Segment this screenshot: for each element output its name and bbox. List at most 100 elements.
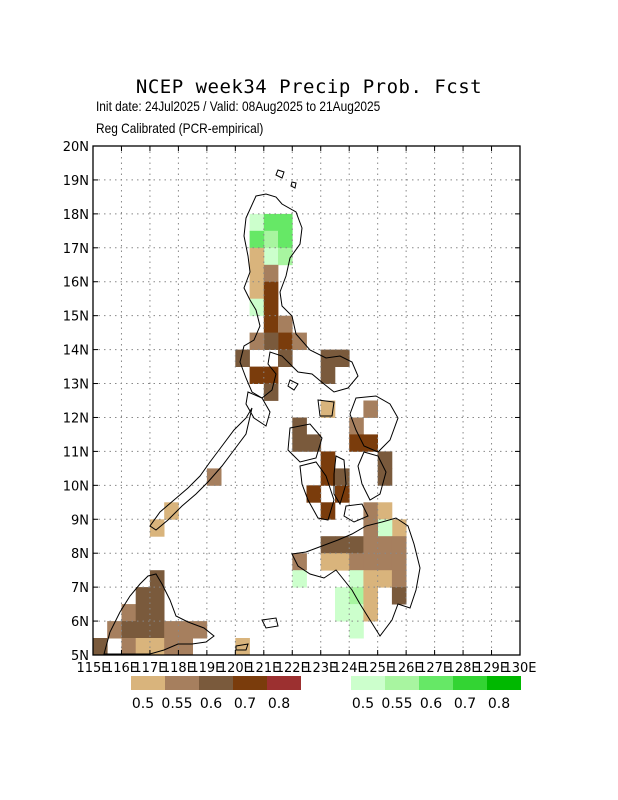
init-valid-subtitle: Init date: 24Jul2025 / Valid: 08Aug2025 … [96,98,381,114]
coastline-samar [349,395,399,453]
prob-cell [335,553,350,571]
lon-label: 115E [76,661,109,676]
prob-cell [320,468,336,486]
prob-cell [335,587,350,605]
coastline-masbate [317,399,335,417]
lon-label: 127E [418,661,451,676]
prob-cell [149,604,165,622]
prob-cell [377,519,393,537]
prob-cell [391,519,407,537]
prob-cell [235,638,250,656]
prob-cell [149,587,165,605]
prob-cell [335,349,350,367]
prob-cell [263,213,279,232]
lon-label: 116E [105,661,138,676]
prob-cell [249,298,265,317]
lon-label: 122E [276,661,309,676]
coastline-palawan [149,407,253,531]
map-frame [92,145,521,656]
prob-cell [135,621,151,639]
prob-cell [363,536,378,554]
coastline-basilan [261,617,279,629]
coastline-borneo [103,573,215,655]
legend-swatch [487,676,521,690]
prob-cell [178,621,193,639]
lat-label: 13N [63,378,89,393]
prob-cell [249,247,265,266]
legend-label: 0.55 [381,696,412,712]
prob-cell [235,349,250,367]
prob-cell [335,604,350,622]
legend-swatch [419,676,453,690]
prob-cell [306,485,322,503]
prob-cell [349,536,364,554]
legend-label: 0.8 [268,696,290,712]
prob-cell [149,621,165,639]
prob-cell [349,553,364,571]
prob-cell [363,553,378,571]
lon-label: 126E [390,661,423,676]
legend-label: 0.6 [420,696,442,712]
prob-cell [263,247,279,266]
prob-cell [391,536,407,554]
legend-swatch [233,676,267,690]
coastline-luzon [239,193,359,399]
lon-label: 121E [247,661,280,676]
longitude-labels: 115E116E117E118E119E120E121E122E123E124E… [76,661,536,676]
prob-cell [377,502,393,520]
prob-cell [278,247,293,266]
legend-label: 0.5 [352,696,374,712]
lat-label: 7N [71,581,89,596]
prob-cell [363,502,378,520]
prob-cell [149,638,165,656]
prob-cell [278,332,293,350]
latitude-labels: 5N 6N 7N 8N 9N 10N 11N 12N 13N 14N 15N 16N 17N 18N 19N… [63,140,89,664]
prob-cell [263,315,279,334]
lat-label: 10N [63,479,89,494]
coastline-leyte [357,451,387,501]
prob-cell [377,570,393,588]
prob-cell [121,621,137,639]
coastline-panay [287,423,323,463]
prob-cell [121,604,137,622]
lat-label: 16N [63,276,89,291]
prob-cell [320,349,336,367]
prob-cell [263,264,279,283]
coastline-babuyan [275,169,285,179]
legend-label: 0.55 [161,696,192,712]
prob-cell [263,230,279,249]
coastline-negros [299,461,335,521]
prob-cell [107,621,122,639]
prob-cell [263,332,279,350]
prob-cell [192,621,208,639]
prob-cell [391,553,407,571]
prob-cell [320,451,336,469]
prob-cell [335,468,350,486]
legend-label: 0.5 [132,696,154,712]
legend-wet: 0.5 0.55 0.6 0.7 0.8 [351,676,521,712]
prob-cell [278,315,293,334]
prob-cell [292,434,307,452]
coastlines [103,169,421,655]
lon-label: 125E [361,661,394,676]
prob-cell [320,502,336,520]
prob-cell [292,332,307,350]
lat-label: 12N [63,411,89,426]
lon-label: 123E [304,661,337,676]
prob-cell [349,417,364,435]
legend-swatch [199,676,233,690]
legend-swatch [165,676,199,690]
prob-cell [349,604,364,622]
prob-cell [135,587,151,605]
lat-label: 11N [63,445,89,460]
prob-cell [363,587,378,605]
prob-cell [249,366,265,384]
lat-label: 20N [63,140,89,155]
prob-cell [363,570,378,588]
prob-cell [320,400,336,418]
coastline-bohol [343,503,369,523]
map-title: NCEP week34 Precip Prob. Fcst [135,76,483,98]
legend-label: 0.7 [234,696,256,712]
prob-cell [377,553,393,571]
lon-label: 124E [333,661,366,676]
